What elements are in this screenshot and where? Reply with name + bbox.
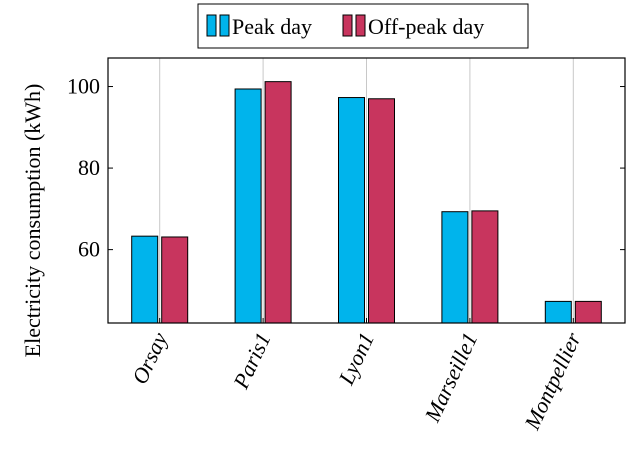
bar-lyon1-peak xyxy=(338,97,365,324)
y-axis-title: Electricity consumption (kWh) xyxy=(20,84,45,358)
bar-paris1-peak xyxy=(234,88,262,324)
y-tick-label-60: 60 xyxy=(78,237,100,262)
bar-marseille1-peak xyxy=(441,211,469,324)
legend-label-peak: Peak day xyxy=(232,14,312,39)
category-label-montpellier: Montpellier xyxy=(519,328,586,434)
bar-paris1-offpeak xyxy=(264,81,292,324)
bar-lyon1-offpeak xyxy=(368,98,395,324)
bar-orsay-offpeak xyxy=(161,236,189,324)
grid-lines xyxy=(159,58,574,323)
legend-swatch-peak-b xyxy=(219,14,230,37)
y-tick-label-100: 100 xyxy=(67,74,100,99)
x-axis-category-labels: Orsay Paris1 Lyon1 Marseille1 Montpellier xyxy=(127,328,586,434)
y-axis-ticks: 60 80 100 xyxy=(67,74,625,262)
legend-label-offpeak: Off-peak day xyxy=(368,14,484,39)
category-label-marseille1: Marseille1 xyxy=(419,329,482,427)
legend-swatch-offpeak-b xyxy=(355,14,366,37)
bar-montpellier-peak xyxy=(544,300,572,324)
legend: Peak day Off-peak day xyxy=(197,3,529,49)
legend-swatch-peak-a xyxy=(206,14,217,37)
bar-montpellier-offpeak xyxy=(574,300,602,324)
category-label-lyon1: Lyon1 xyxy=(333,329,379,390)
bar-orsay-peak xyxy=(131,235,159,324)
plot-frame xyxy=(107,57,626,324)
legend-box xyxy=(197,3,529,49)
category-label-paris1: Paris1 xyxy=(228,329,276,394)
bar-marseille1-offpeak xyxy=(471,210,499,324)
category-label-orsay: Orsay xyxy=(127,328,172,388)
legend-swatch-offpeak-a xyxy=(342,14,353,37)
y-tick-label-80: 80 xyxy=(78,155,100,180)
